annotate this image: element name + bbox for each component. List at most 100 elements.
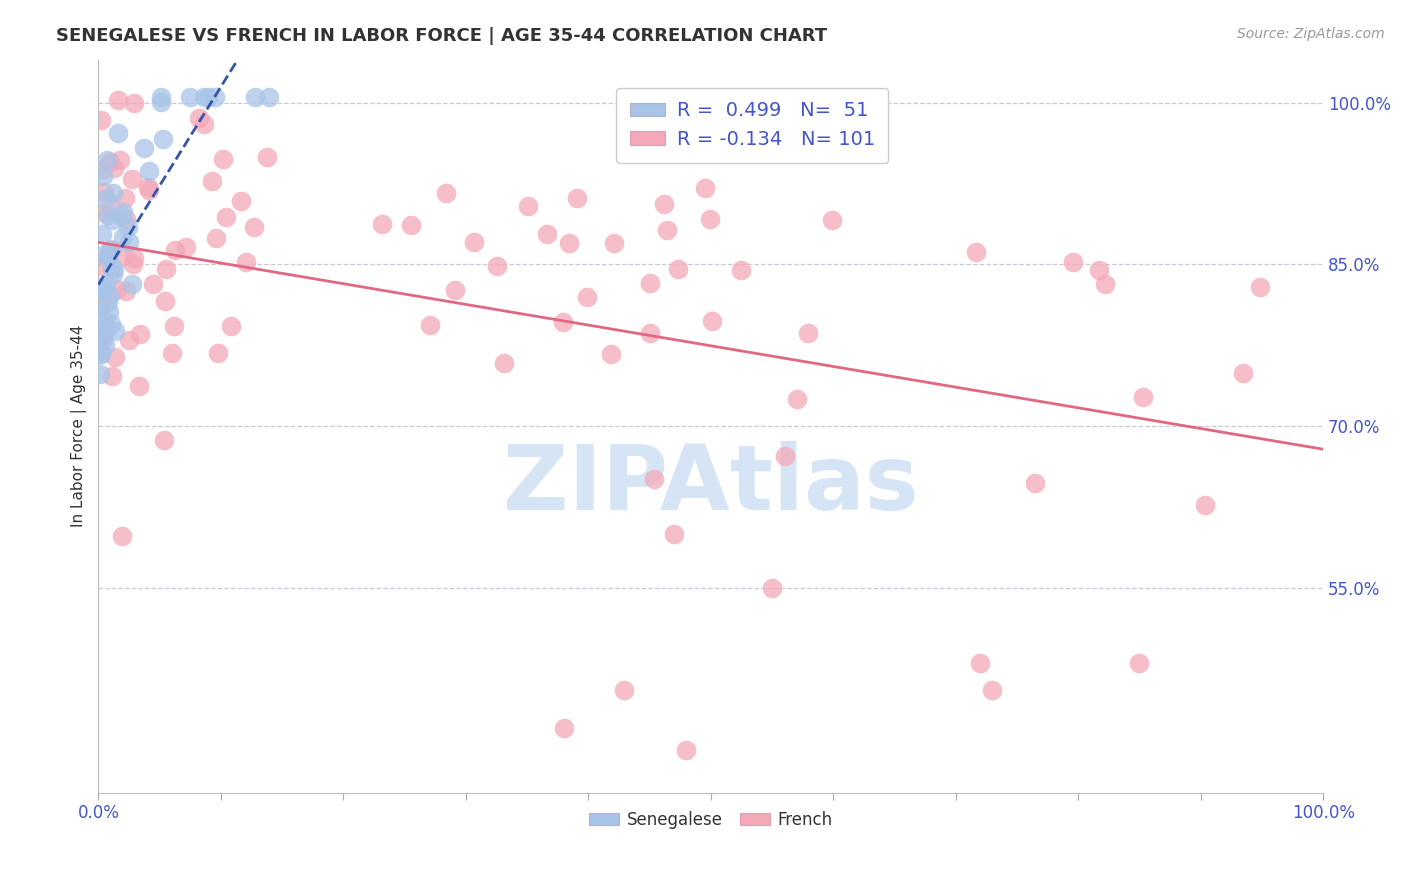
Point: [463, 235, 485, 250]
Point: [101, 261, 124, 276]
Point: [730, 262, 752, 277]
Point: [1132, 391, 1154, 405]
Point: [93, 205, 115, 219]
Point: [516, 199, 538, 213]
Point: [231, 194, 253, 209]
Point: [98, 245, 121, 260]
Point: [89, 280, 111, 294]
Point: [1249, 280, 1271, 294]
Point: [664, 526, 686, 541]
Point: [638, 276, 661, 290]
Point: [492, 356, 515, 370]
Point: [444, 283, 467, 297]
Legend: Senegalese, French: Senegalese, French: [582, 805, 839, 836]
Point: [89, 343, 111, 358]
Point: [235, 255, 257, 269]
Text: ZIPAtlas: ZIPAtlas: [503, 441, 918, 529]
Point: [370, 217, 392, 231]
Point: [153, 433, 176, 447]
Point: [700, 314, 723, 328]
Point: [567, 191, 589, 205]
Point: [1094, 277, 1116, 292]
Point: [553, 721, 575, 735]
Point: [652, 197, 675, 211]
Point: [1128, 657, 1150, 671]
Point: [97, 294, 120, 309]
Point: [675, 742, 697, 756]
Point: [112, 249, 135, 263]
Point: [153, 293, 176, 308]
Point: [1194, 499, 1216, 513]
Point: [111, 209, 134, 223]
Point: [89, 333, 111, 347]
Point: [90, 347, 112, 361]
Point: [104, 324, 127, 338]
Point: [101, 267, 124, 281]
Point: [693, 181, 716, 195]
Point: [91, 280, 114, 294]
Point: [775, 449, 797, 463]
Point: [699, 119, 721, 133]
Point: [162, 346, 184, 360]
Point: [98, 154, 121, 169]
Point: [150, 95, 173, 109]
Point: [107, 126, 129, 140]
Point: [121, 172, 143, 186]
Point: [89, 282, 111, 296]
Point: [103, 161, 125, 175]
Point: [1062, 255, 1084, 269]
Point: [129, 326, 152, 341]
Point: [117, 219, 139, 234]
Point: [128, 379, 150, 393]
Point: [100, 201, 122, 215]
Point: [108, 153, 131, 168]
Point: [434, 186, 457, 201]
Point: [174, 239, 197, 253]
Point: [104, 350, 127, 364]
Point: [103, 262, 125, 277]
Point: [149, 90, 172, 104]
Text: SENEGALESE VS FRENCH IN LABOR FORCE | AGE 35-44 CORRELATION CHART: SENEGALESE VS FRENCH IN LABOR FORCE | AG…: [56, 27, 827, 45]
Point: [536, 227, 558, 241]
Point: [89, 260, 111, 274]
Point: [486, 259, 509, 273]
Point: [97, 305, 120, 319]
Point: [197, 90, 219, 104]
Point: [97, 250, 120, 264]
Point: [94, 192, 117, 206]
Point: [204, 231, 226, 245]
Point: [93, 313, 115, 327]
Point: [256, 150, 278, 164]
Point: [638, 326, 661, 341]
Point: [93, 186, 115, 200]
Point: [101, 213, 124, 227]
Point: [193, 90, 215, 104]
Text: Source: ZipAtlas.com: Source: ZipAtlas.com: [1237, 27, 1385, 41]
Point: [138, 164, 160, 178]
Point: [138, 183, 160, 197]
Point: [613, 683, 636, 698]
Point: [761, 581, 783, 595]
Point: [1232, 366, 1254, 380]
Point: [100, 318, 122, 332]
Point: [259, 90, 281, 104]
Point: [821, 212, 844, 227]
Point: [111, 205, 134, 219]
Point: [107, 94, 129, 108]
Point: [94, 277, 117, 292]
Point: [96, 321, 118, 335]
Point: [91, 295, 114, 310]
Point: [215, 211, 238, 225]
Point: [96, 153, 118, 167]
Point: [419, 318, 441, 332]
Point: [165, 243, 187, 257]
Point: [797, 326, 820, 340]
Point: [1088, 262, 1111, 277]
Point: [142, 277, 165, 291]
Point: [100, 243, 122, 257]
Point: [94, 338, 117, 352]
Point: [188, 112, 211, 126]
Point: [94, 324, 117, 338]
Point: [111, 529, 134, 543]
Point: [111, 229, 134, 244]
